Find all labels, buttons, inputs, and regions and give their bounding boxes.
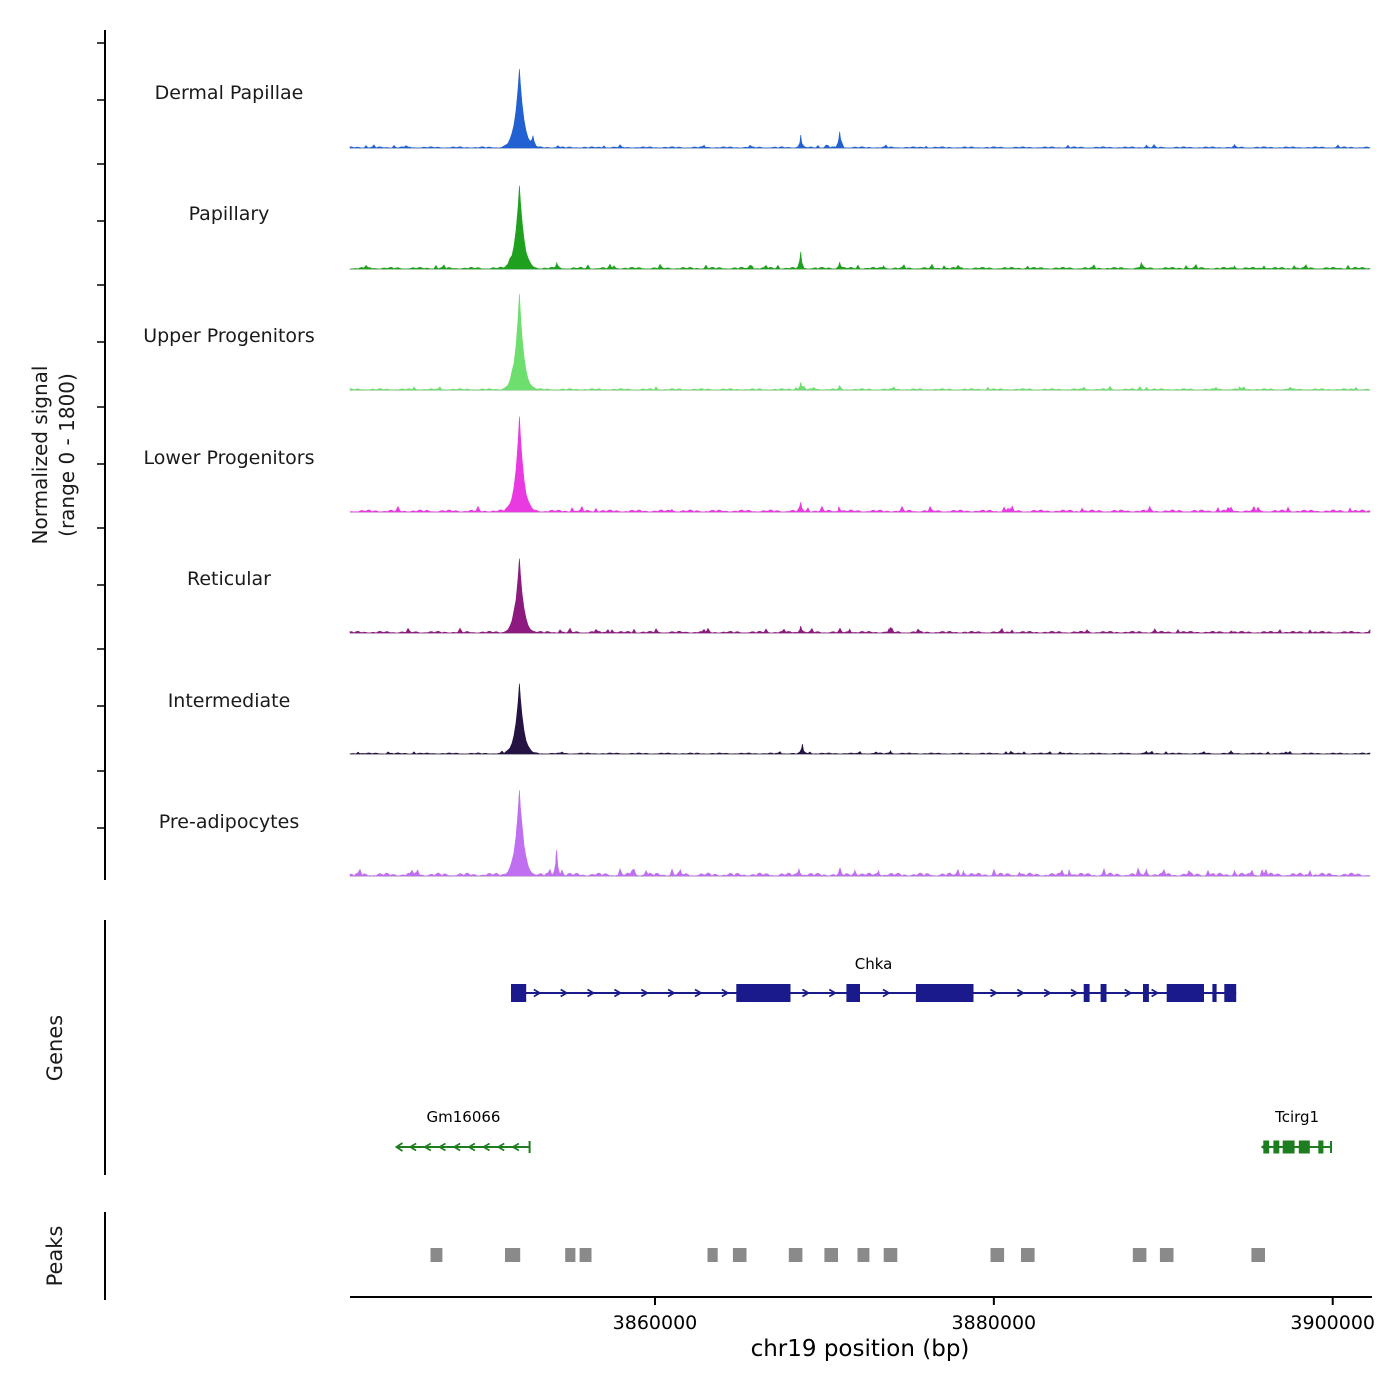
gene-tcirg1-exon-4 [1318, 1140, 1324, 1154]
peaks-section-label: Peaks [43, 1225, 67, 1287]
gene-chka-strand-arrow-icon [613, 988, 623, 998]
gene-chka-exon-5 [1100, 984, 1107, 1002]
peak-region-0 [430, 1248, 443, 1262]
gene-chka-strand-arrow-icon [1043, 988, 1052, 998]
gene-tcirg1-exon-3 [1298, 1140, 1310, 1154]
x-axis-title: chr19 position (bp) [750, 1336, 970, 1362]
peak-region-3 [579, 1248, 592, 1262]
genes-section-label: Genes [43, 1014, 67, 1082]
x-tick-label-0: 3860000 [613, 1312, 698, 1334]
peak-region-13 [1159, 1248, 1174, 1262]
gene-tcirg1-terminal-arrow-icon [1260, 1142, 1269, 1152]
gene-chka-strand-arrow-icon [882, 988, 891, 998]
peak-region-1 [505, 1248, 521, 1262]
gene-gm16066-strand-arrow-icon [511, 1142, 520, 1152]
peak-region-2 [565, 1248, 576, 1262]
gene-chka-strand-arrow-icon [989, 988, 999, 998]
gene-chka-strand-arrow-icon [1070, 988, 1079, 998]
peak-region-14 [1251, 1248, 1265, 1262]
y-axis-label-line1: Normalized signal [28, 365, 52, 545]
gene-chka-strand-arrow-icon [560, 988, 569, 998]
peak-region-10 [990, 1248, 1005, 1262]
gene-chka-strand-arrow-icon [640, 988, 649, 998]
peak-region-8 [857, 1248, 870, 1262]
gene-chka-exon-2 [846, 984, 860, 1002]
track-label-reticular: Reticular [187, 568, 271, 590]
gene-tcirg1-exon-2 [1282, 1140, 1295, 1154]
track-label-lower-progenitors: Lower Progenitors [143, 447, 315, 469]
track-label-upper-progenitors: Upper Progenitors [143, 325, 315, 347]
gene-gm16066-strand-arrow-icon [452, 1142, 461, 1152]
gene-gm16066-label: Gm16066 [427, 1108, 501, 1126]
gene-chka-exon-0 [511, 984, 527, 1002]
peak-region-9 [883, 1248, 898, 1262]
signal-track-dermal-papillae [349, 69, 1371, 149]
peak-region-12 [1132, 1248, 1147, 1262]
gene-gm16066-strand-arrow-icon [408, 1142, 417, 1152]
gene-chka-strand-arrow-icon [1124, 988, 1133, 998]
gene-gm16066-strand-arrow-icon [423, 1142, 432, 1152]
signal-track-lower-progenitors [349, 416, 1371, 513]
gene-tcirg1-exon-0 [1263, 1140, 1270, 1154]
gene-chka-strand-arrow-icon [1151, 988, 1160, 998]
gene-chka-strand-arrow-icon [587, 988, 596, 998]
gene-gm16066-terminal-arrow-icon [394, 1142, 403, 1152]
gene-chka-strand-arrow-icon [828, 988, 837, 998]
peak-region-6 [788, 1248, 803, 1262]
gene-chka-strand-arrow-icon [721, 988, 730, 998]
gene-chka-exon-7 [1166, 984, 1204, 1002]
gene-tcirg1-label: Tcirg1 [1274, 1108, 1319, 1126]
gene-chka-exon-8 [1212, 984, 1217, 1002]
y-axis-label-line2: (range 0 - 1800) [55, 373, 79, 537]
x-tick-label-1: 3880000 [952, 1312, 1037, 1334]
track-label-intermediate: Intermediate [167, 690, 291, 712]
gene-chka-strand-arrow-icon [694, 988, 703, 998]
gene-chka-strand-arrow-icon [533, 988, 542, 998]
gene-chka-exon-4 [1083, 984, 1090, 1002]
signal-track-intermediate [349, 683, 1371, 755]
gene-tcirg1-exon-1 [1273, 1140, 1280, 1154]
signal-track-reticular [349, 558, 1371, 634]
gene-chka-strand-arrow-icon [801, 988, 811, 998]
signal-track-papillary [349, 185, 1371, 270]
gene-gm16066-strand-arrow-icon [481, 1142, 490, 1152]
track-label-papillary: Papillary [188, 203, 270, 225]
gene-gm16066-strand-arrow-icon [437, 1142, 446, 1152]
gene-gm16066-strand-arrow-icon [467, 1142, 476, 1152]
gene-chka-strand-arrow-icon [667, 988, 676, 998]
track-label-pre-adipocytes: Pre-adipocytes [158, 811, 300, 833]
gene-chka-exon-6 [1143, 984, 1149, 1002]
peak-region-4 [707, 1248, 718, 1262]
track-label-dermal-papillae: Dermal Papillae [154, 82, 304, 104]
x-tick-label-2: 3900000 [1290, 1312, 1375, 1334]
gene-chka-label: Chka [855, 955, 893, 973]
gene-gm16066-strand-arrow-icon [496, 1142, 505, 1152]
gene-chka-strand-arrow-icon [1016, 988, 1025, 998]
signal-track-upper-progenitors [349, 293, 1371, 391]
y-axis-label: Normalized signal (range 0 - 1800) [27, 295, 81, 615]
peak-region-5 [732, 1248, 747, 1262]
peak-region-7 [824, 1248, 838, 1262]
gene-chka-exon-3 [915, 984, 974, 1002]
gene-chka-exon-1 [736, 984, 791, 1002]
peak-region-11 [1021, 1248, 1035, 1262]
gene-chka-exon-9 [1224, 984, 1237, 1002]
signal-track-pre-adipocytes [349, 790, 1371, 877]
